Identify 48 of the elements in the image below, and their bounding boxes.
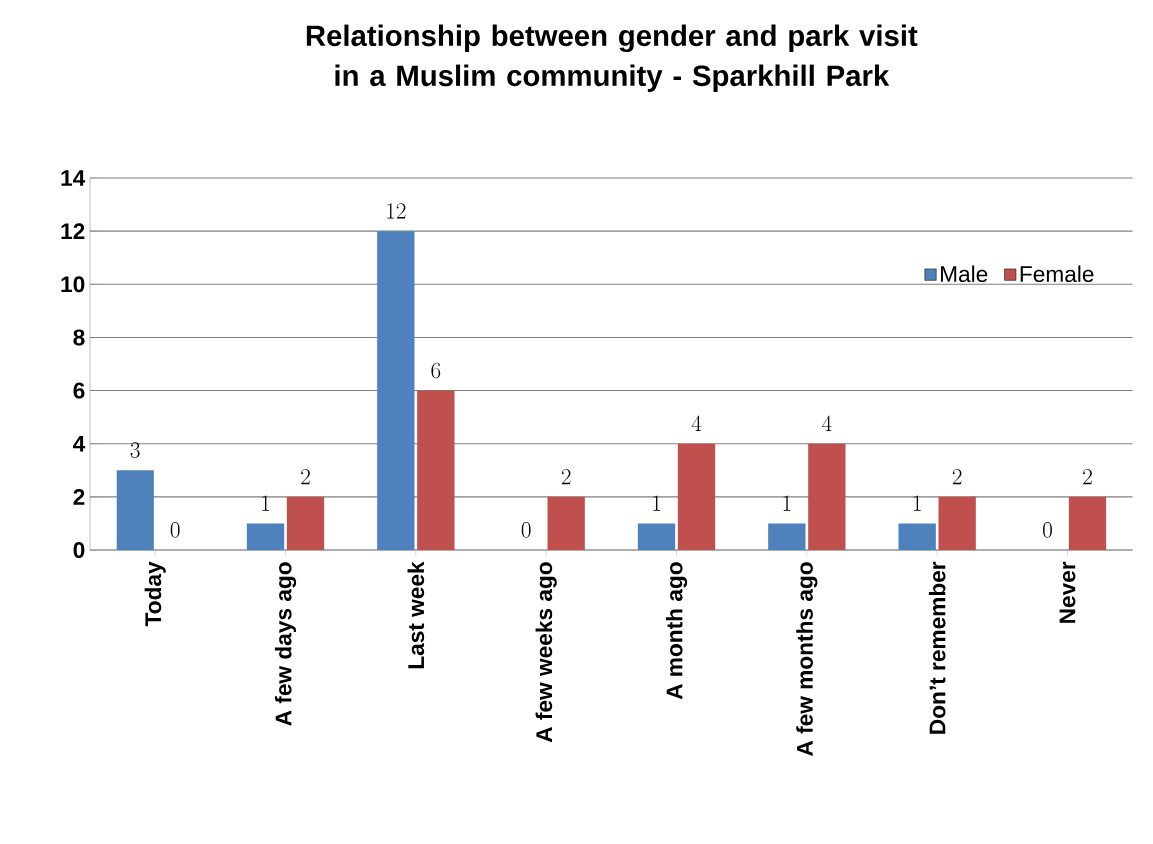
- bar: [637, 523, 676, 550]
- x-tick-label: Last week: [407, 561, 425, 669]
- y-tick-label: 12: [61, 223, 85, 240]
- data-label: 2: [1083, 468, 1092, 485]
- y-tick-label: 4: [73, 435, 86, 452]
- data-label: 1: [653, 495, 661, 511]
- data-label: 2: [561, 468, 571, 485]
- chart-title: Relationship between gender and park visit in a Muslim community - Sparkhill Park: [306, 24, 918, 92]
- bar: [898, 523, 936, 550]
- data-label: 4: [822, 415, 832, 432]
- data-label: 1: [262, 495, 270, 511]
- y-tick-label: 10: [61, 276, 85, 293]
- x-tick-label: A few days ago: [274, 562, 297, 726]
- bar: [938, 496, 976, 550]
- x-tick-label: A few weeks ago: [535, 562, 557, 743]
- data-label: 6: [431, 362, 441, 379]
- data-label: 0: [170, 522, 180, 538]
- x-tick-label: Don’t remember: [928, 561, 946, 734]
- bar: [1068, 496, 1107, 550]
- bar: [116, 470, 154, 550]
- legend-label: Female: [1020, 265, 1094, 283]
- bar: [377, 231, 415, 550]
- data-label: 2: [301, 468, 310, 485]
- data-label: 2: [952, 468, 962, 485]
- x-tick-label: Today: [144, 561, 166, 627]
- bar: [547, 496, 585, 550]
- data-label: 3: [130, 442, 140, 458]
- data-label: 1: [913, 495, 921, 511]
- bar: [677, 443, 716, 550]
- y-tick-label: 2: [73, 488, 85, 505]
- x-tick-label: A few months ago: [796, 562, 818, 756]
- data-label: 1: [783, 495, 791, 511]
- bar: [808, 443, 846, 550]
- bar: [246, 523, 285, 550]
- x-tick-label: A month ago: [665, 562, 688, 700]
- y-tick-label: 14: [61, 170, 86, 186]
- data-label: 0: [1043, 522, 1052, 538]
- y-tick-label: 6: [73, 382, 85, 399]
- data-label: 4: [691, 415, 702, 432]
- data-label: 0: [521, 522, 531, 538]
- bar: [286, 496, 325, 550]
- y-tick-label: 0: [73, 541, 85, 559]
- bar: [417, 390, 455, 550]
- bar: [768, 523, 806, 550]
- legend-label: Male: [941, 265, 988, 283]
- x-tick-label: Never: [1059, 561, 1076, 623]
- y-tick-label: 8: [73, 329, 85, 346]
- data-label: 12: [387, 203, 406, 219]
